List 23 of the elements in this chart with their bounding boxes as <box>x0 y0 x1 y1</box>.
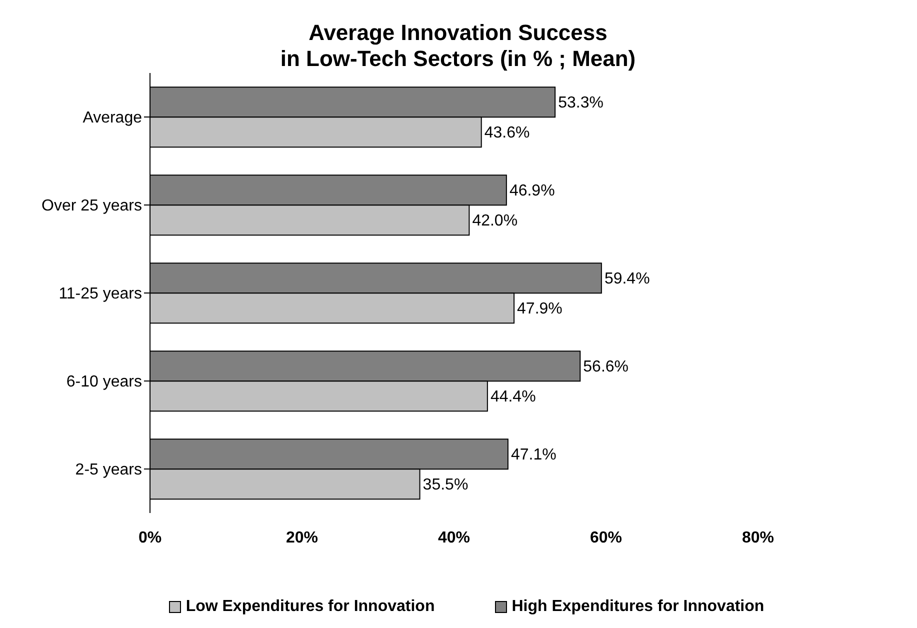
y-tick-label: 11-25 years <box>58 286 142 303</box>
data-label: 46.9% <box>509 182 555 200</box>
x-tick-label: 40% <box>438 529 470 546</box>
data-label: 56.6% <box>583 358 629 376</box>
data-label: 35.5% <box>422 476 468 494</box>
data-label: 42.0% <box>472 212 518 230</box>
x-tick-label: 20% <box>286 529 318 546</box>
data-label: 44.4% <box>490 388 536 406</box>
data-label: 47.9% <box>517 300 562 318</box>
y-tick-label: 6-10 years <box>66 374 142 391</box>
data-label: 43.6% <box>484 124 530 142</box>
chart-title: Average Innovation Success in Low-Tech Sectors (in % ; Mean) <box>279 20 637 72</box>
y-tick-label: Over 25 years <box>42 198 142 215</box>
data-label: 47.1% <box>510 446 556 464</box>
legend-label: High Expenditures for Innovation <box>512 598 764 616</box>
legend-label: Low Expenditures for Innovation <box>186 598 435 616</box>
data-label: 59.4% <box>604 270 650 288</box>
x-tick-label: 80% <box>742 529 774 546</box>
y-tick-label: Average <box>82 110 142 127</box>
y-tick-label: 2-5 years <box>75 462 142 479</box>
data-label: 53.3% <box>558 94 604 112</box>
x-tick-label: 60% <box>590 529 622 546</box>
x-tick-label: 0% <box>138 529 162 546</box>
